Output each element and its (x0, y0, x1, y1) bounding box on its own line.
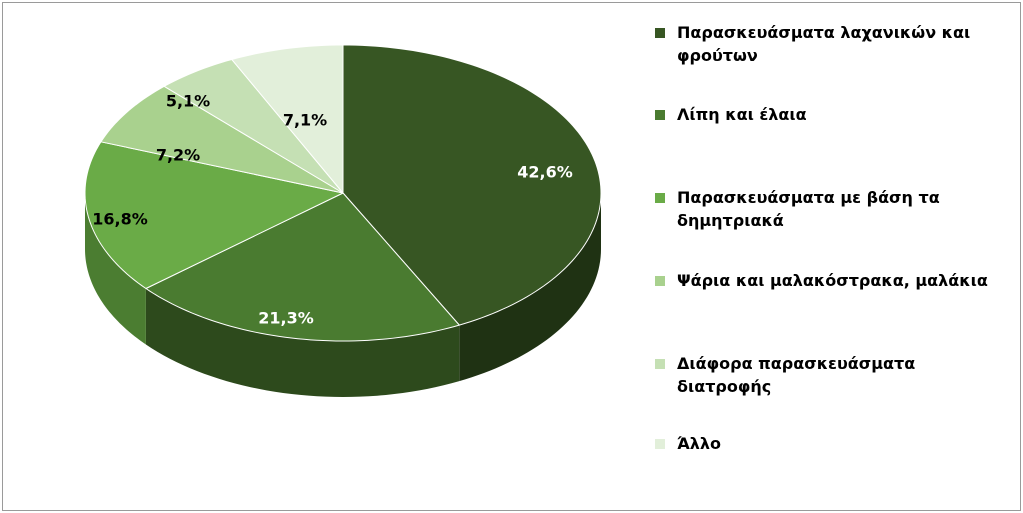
legend-item: Παρασκευάσματα με βάση τα δημητριακά (655, 186, 997, 232)
legend-swatch (655, 110, 665, 120)
data-label-1: 21,3% (258, 309, 314, 328)
legend-label: Διάφορα παρασκευάσματα διατροφής (677, 354, 916, 396)
pie-slice-4 (163, 58, 344, 194)
legend-swatch (655, 439, 665, 449)
pie-slice-2 (84, 141, 344, 290)
pie-slice-0 (342, 44, 602, 326)
pie-data-labels: 42,6% 21,3% 16,8% 7,2% 5,1% 7,1% (92, 92, 573, 328)
pie-side-2 (85, 193, 146, 345)
data-label-4: 5,1% (166, 92, 210, 111)
legend-swatch (655, 193, 665, 203)
legend-item: Άλλο (655, 432, 997, 455)
legend-label: Άλλο (677, 434, 721, 453)
data-label-5: 7,1% (283, 111, 327, 130)
legend-item: Ψάρια και μαλακόστρακα, μαλάκια (655, 269, 997, 292)
legend-swatch (655, 28, 665, 38)
pie-sides (85, 193, 601, 397)
legend-item: Παρασκευάσματα λαχανικών και φρούτων (655, 21, 997, 67)
pie-chart: 42,6% 21,3% 16,8% 7,2% 5,1% 7,1% (84, 44, 602, 397)
legend-item: Διάφορα παρασκευάσματα διατροφής (655, 352, 997, 398)
pie-slice-3 (100, 85, 344, 194)
legend-label: Ψάρια και μαλακόστρακα, μαλάκια (677, 271, 988, 290)
pie-slice-1 (145, 192, 460, 342)
legend-label: Λίπη και έλαια (677, 105, 807, 124)
legend-swatch (655, 359, 665, 369)
pie-slice-5 (231, 44, 344, 194)
pie-side-0 (459, 193, 601, 382)
pie-tops (84, 44, 602, 342)
pie-side-1 (145, 288, 460, 397)
data-label-0: 42,6% (517, 163, 573, 182)
legend-label: Παρασκευάσματα με βάση τα δημητριακά (677, 188, 940, 230)
legend-item: Λίπη και έλαια (655, 103, 997, 126)
data-label-2: 16,8% (92, 210, 148, 229)
data-label-3: 7,2% (156, 146, 200, 165)
legend-swatch (655, 276, 665, 286)
legend-label: Παρασκευάσματα λαχανικών και φρούτων (677, 23, 971, 65)
